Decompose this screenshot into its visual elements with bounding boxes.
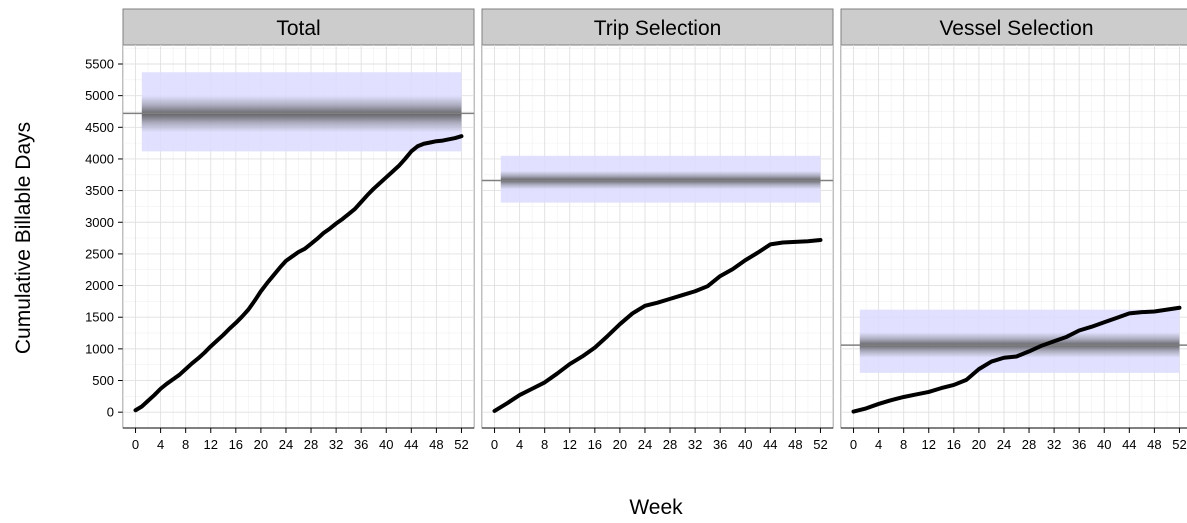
y-tick-label: 2500 xyxy=(85,246,114,261)
x-tick-label: 28 xyxy=(304,437,318,452)
x-tick-label: 8 xyxy=(900,437,907,452)
x-tick-label: 4 xyxy=(875,437,882,452)
x-tick-label: 44 xyxy=(1122,437,1136,452)
panel-title: Trip Selection xyxy=(594,17,722,40)
x-tick-label: 32 xyxy=(1047,437,1061,452)
y-tick-label: 3500 xyxy=(85,183,114,198)
panel-strip xyxy=(122,8,475,46)
y-tick-label: 1000 xyxy=(85,341,114,356)
y-tick-label: 5500 xyxy=(85,56,114,71)
x-tick-label: 4 xyxy=(516,437,523,452)
x-tick-label: 52 xyxy=(454,437,468,452)
panel-plot-area xyxy=(123,45,474,428)
x-tick-label: 20 xyxy=(254,437,268,452)
x-tick-label: 20 xyxy=(972,437,986,452)
x-tick-label: 36 xyxy=(1072,437,1086,452)
series-line xyxy=(133,134,464,413)
x-tick-label: 0 xyxy=(132,437,139,452)
x-tick-label: 48 xyxy=(788,437,802,452)
x-tick-label: 40 xyxy=(1097,437,1111,452)
x-tick-label: 16 xyxy=(229,437,243,452)
x-tick-label: 28 xyxy=(663,437,677,452)
x-tick-label: 48 xyxy=(429,437,443,452)
x-tick-label: 44 xyxy=(763,437,777,452)
x-tick-label: 52 xyxy=(813,437,827,452)
chart-panels: 0500100015002000250030003500400045005000… xyxy=(85,8,1187,452)
x-tick-label: 44 xyxy=(404,437,418,452)
x-tick-label: 32 xyxy=(329,437,343,452)
x-tick-label: 4 xyxy=(157,437,164,452)
x-tick-label: 24 xyxy=(997,437,1011,452)
y-tick-label: 500 xyxy=(92,373,114,388)
x-tick-label: 48 xyxy=(1147,437,1161,452)
x-axis: 0 4 8 12 16 20 24 28 32 36 40 44 48 52 xyxy=(841,427,1187,452)
y-tick-label: 4000 xyxy=(85,151,114,166)
x-tick-label: 0 xyxy=(850,437,857,452)
y-tick-label: 0 xyxy=(107,405,114,420)
x-tick-label: 40 xyxy=(379,437,393,452)
panel-plot-area xyxy=(482,45,833,428)
x-tick-label: 36 xyxy=(713,437,727,452)
x-tick-label: 36 xyxy=(354,437,368,452)
x-tick-label: 12 xyxy=(563,437,577,452)
x-tick-label: 16 xyxy=(947,437,961,452)
x-tick-label: 8 xyxy=(541,437,548,452)
x-tick-label: 8 xyxy=(182,437,189,452)
y-tick-label: 5000 xyxy=(85,88,114,103)
x-tick-label: 12 xyxy=(204,437,218,452)
x-axis: 0 4 8 12 16 20 24 28 32 36 40 44 48 52 xyxy=(123,427,474,452)
x-axis-title: Week xyxy=(629,496,683,519)
y-tick-label: 1500 xyxy=(85,310,114,325)
x-axis: 0 4 8 12 16 20 24 28 32 36 40 44 48 52 xyxy=(482,427,833,452)
series-line xyxy=(492,237,823,413)
y-tick-label: 3000 xyxy=(85,215,114,230)
y-tick-label: 4500 xyxy=(85,120,114,135)
x-tick-label: 24 xyxy=(638,437,652,452)
x-tick-label: 0 xyxy=(491,437,498,452)
x-tick-label: 16 xyxy=(588,437,602,452)
x-tick-label: 28 xyxy=(1022,437,1036,452)
x-tick-label: 32 xyxy=(688,437,702,452)
x-tick-label: 52 xyxy=(1172,437,1186,452)
panel-strip xyxy=(481,8,834,46)
panel-title: Vessel Selection xyxy=(939,17,1093,40)
panel-title: Total xyxy=(276,17,320,40)
y-axis: 0 500 1000 1500 2000 2500 3000 3500 4000 4500 5000… xyxy=(85,45,124,428)
x-tick-label: 24 xyxy=(279,437,293,452)
x-tick-label: 20 xyxy=(613,437,627,452)
panel-plot-area xyxy=(841,45,1187,428)
y-tick-label: 2000 xyxy=(85,278,114,293)
panel-strip xyxy=(840,8,1187,46)
x-tick-label: 12 xyxy=(922,437,936,452)
series-line xyxy=(851,305,1182,414)
y-axis-title: Cumulative Billable Days xyxy=(12,122,35,354)
x-tick-label: 40 xyxy=(738,437,752,452)
